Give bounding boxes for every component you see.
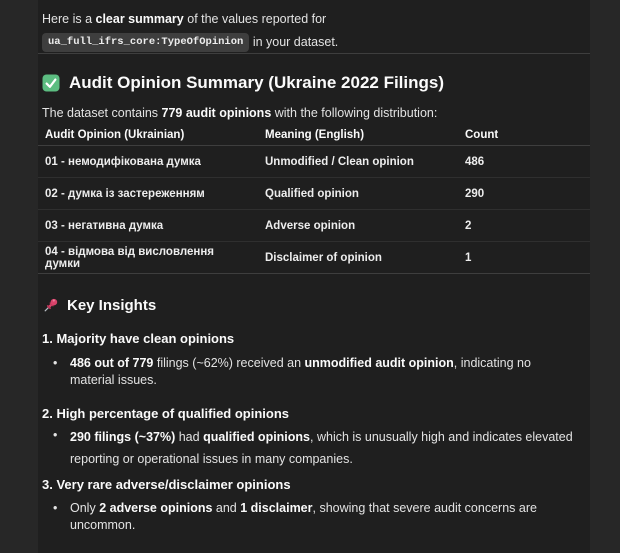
intro-bold-text: clear summary <box>95 12 184 26</box>
section-divider-top <box>38 53 590 54</box>
table-cell-english: Adverse opinion <box>265 219 356 232</box>
bullet-segment: unmodified audit opinion <box>304 356 454 370</box>
table-cell-count: 486 <box>465 155 485 168</box>
dataset-bold-text: 779 audit opinions <box>161 106 272 120</box>
bullet-segment: , showing that severe audit concerns are… <box>70 501 537 532</box>
message-content-column: Here is a clear summary of the values re… <box>38 0 590 553</box>
intro-text: Here is a <box>42 12 96 26</box>
bullet-segment: and <box>212 501 241 515</box>
table-cell-ukrainian: 03 - негативна думка <box>45 219 164 232</box>
bullet-segment: had <box>175 430 204 444</box>
dataset-text: The dataset contains <box>42 106 162 120</box>
bullet-dot: • <box>53 356 58 370</box>
inline-code-chip: ua_full_ifrs_core:TypeOfOpinion <box>42 33 250 53</box>
insight-bullet-text: Only 2 adverse opinions and 1 disclaimer… <box>70 500 575 534</box>
insight-bullet-text: 290 filings (~37%) had qualified opinion… <box>70 427 575 470</box>
intro-text-after-chip: in your dataset. <box>249 35 339 49</box>
table-header-english: Meaning (English) <box>265 129 365 141</box>
intro-line-2: ua_full_ifrs_core:TypeOfOpinion in your … <box>42 32 586 53</box>
bullet-segment: , indicating no material issues. <box>70 356 531 387</box>
table-cell-ukrainian: 01 - немодифікована думка <box>45 155 201 168</box>
bullet-segment: 486 out of 779 <box>70 356 154 370</box>
insight-bullet-3: • Only 2 adverse opinions and 1 disclaim… <box>53 500 586 534</box>
pushpin-icon <box>42 297 59 314</box>
dataset-text-cont: with the following distribution: <box>271 106 438 120</box>
table-cell-count: 2 <box>465 219 472 232</box>
bullet-segment: 1 disclaimer <box>240 501 313 515</box>
summary-heading-text: Audit Opinion Summary (Ukraine 2022 Fili… <box>69 73 445 92</box>
table-header-count: Count <box>465 129 499 141</box>
bullet-dot: • <box>53 501 58 515</box>
bullet-segment: 290 filings (~37%) <box>70 430 176 444</box>
bullet-segment: Only <box>70 501 100 515</box>
bullet-segment: filings (~62%) received an <box>153 356 305 370</box>
summary-heading: Audit Opinion Summary (Ukraine 2022 Fili… <box>42 71 586 95</box>
insight-heading-2: 2. High percentage of qualified opinions <box>42 406 290 421</box>
intro-line-1: Here is a clear summary of the values re… <box>42 10 586 29</box>
insight-bullet-1: • 486 out of 779 filings (~62%) received… <box>53 355 586 389</box>
table-cell-ukrainian: 04 - відмова від висловлення думки <box>45 245 215 270</box>
table-row: 02 - думка із застереженням Qualified op… <box>38 178 590 210</box>
bullet-segment: 2 adverse opinions <box>99 501 213 515</box>
table-header-row: Audit Opinion (Ukrainian) Meaning (Engli… <box>38 125 590 146</box>
intro-text-cont: of the values reported for <box>183 12 327 26</box>
key-insights-heading: Key Insights <box>42 294 586 316</box>
table-cell-count: 1 <box>465 251 472 264</box>
audit-opinion-table: Audit Opinion (Ukrainian) Meaning (Engli… <box>38 125 590 273</box>
table-cell-count: 290 <box>465 187 485 200</box>
table-cell-english: Qualified opinion <box>265 187 359 200</box>
table-row: 04 - відмова від висловлення думки Discl… <box>38 242 590 273</box>
intro-paragraph: Here is a clear summary of the values re… <box>42 0 586 53</box>
table-cell-english: Unmodified / Clean opinion <box>265 155 414 168</box>
bullet-dot: • <box>53 428 58 442</box>
table-cell-english: Disclaimer of opinion <box>265 251 382 264</box>
key-insights-heading-text: Key Insights <box>67 296 157 314</box>
check-mark-icon <box>42 74 60 92</box>
table-row: 01 - немодифікована думка Unmodified / C… <box>38 146 590 178</box>
section-divider-middle <box>38 273 590 274</box>
bullet-segment: qualified opinions <box>203 430 311 444</box>
table-cell-ukrainian: 02 - думка із застереженням <box>45 187 205 200</box>
insight-bullet-2: • 290 filings (~37%) had qualified opini… <box>53 427 586 470</box>
bullet-segment: , which is unusually high and indicates … <box>70 430 573 466</box>
insight-heading-1: 1. Majority have clean opinions <box>42 331 235 346</box>
dataset-summary-text: The dataset contains 779 audit opinions … <box>42 104 586 123</box>
table-row: 03 - негативна думка Adverse opinion 2 <box>38 210 590 242</box>
insight-heading-3: 3. Very rare adverse/disclaimer opinions <box>42 477 291 492</box>
insight-bullet-text: 486 out of 779 filings (~62%) received a… <box>70 355 575 389</box>
table-header-ukrainian: Audit Opinion (Ukrainian) <box>45 129 185 141</box>
